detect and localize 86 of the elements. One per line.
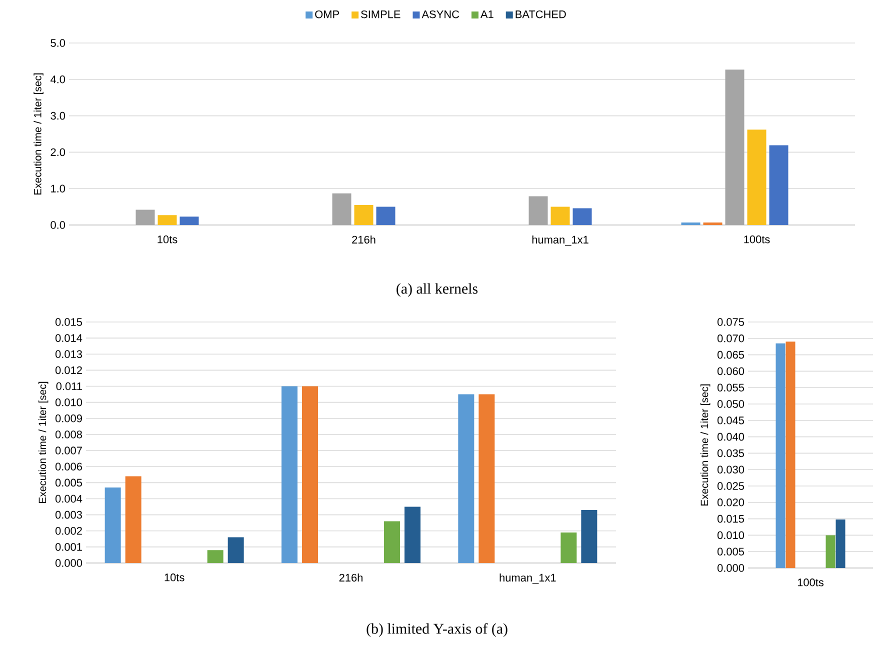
bar xyxy=(528,196,548,225)
y-tick-label: 0.070 xyxy=(717,334,744,342)
bar xyxy=(136,210,155,225)
bar xyxy=(703,222,722,225)
bar xyxy=(581,510,598,563)
y-tick-label: 0.050 xyxy=(717,400,744,408)
x-tick-label: 100ts xyxy=(744,236,770,244)
y-tick-label: 0.000 xyxy=(55,559,82,567)
y-tick-label: 0.004 xyxy=(55,494,82,503)
bar xyxy=(302,386,318,563)
legend-label: OMP xyxy=(315,10,339,18)
y-tick-label: 0.030 xyxy=(717,466,744,474)
y-axis-title: Execution time / 1iter [sec] xyxy=(38,382,48,503)
bar xyxy=(228,537,244,563)
y-tick-label: 0.040 xyxy=(717,432,744,441)
y-tick-label: 0.009 xyxy=(55,414,82,422)
y-tick-label: 0.005 xyxy=(55,478,82,487)
y-tick-label: 0.005 xyxy=(717,548,744,556)
legend-label: BATCHED xyxy=(516,10,566,18)
bar xyxy=(550,206,570,225)
bar xyxy=(776,343,786,568)
x-tick-label: 10ts xyxy=(164,574,184,582)
y-tick-label: 0.010 xyxy=(55,398,82,406)
legend-label: A1 xyxy=(480,10,494,18)
bar xyxy=(747,130,766,225)
y-tick-label: 0.008 xyxy=(55,430,82,438)
y-tick-label: 4.0 xyxy=(50,76,66,84)
x-tick-label: 10ts xyxy=(158,236,178,244)
y-tick-label: 0.000 xyxy=(717,564,744,572)
x-tick-label: 100ts xyxy=(798,578,824,586)
x-tick-label: 216h xyxy=(339,574,362,582)
x-tick-label: human_1x1 xyxy=(500,574,556,584)
y-tick-label: 0.060 xyxy=(717,367,744,376)
bar xyxy=(826,535,836,568)
bar xyxy=(786,342,796,568)
bar xyxy=(376,206,396,225)
y-tick-label: 0.015 xyxy=(717,514,744,523)
y-tick-label: 2.0 xyxy=(50,148,66,156)
y-tick-label: 0.020 xyxy=(717,498,744,506)
bar xyxy=(681,222,700,225)
text: (b) limited Y-axis of (a) xyxy=(366,623,508,637)
bar xyxy=(104,487,121,563)
bar xyxy=(282,386,298,563)
bar xyxy=(725,70,744,225)
bar xyxy=(478,394,495,563)
y-tick-label: 0.0 xyxy=(50,221,66,229)
text: (a) all kernels xyxy=(396,283,478,297)
bar xyxy=(125,476,142,563)
y-tick-label: 0.055 xyxy=(717,384,744,392)
y-tick-label: 0.015 xyxy=(55,318,82,326)
bar xyxy=(769,145,788,225)
y-tick-label: 0.001 xyxy=(55,543,82,551)
y-tick-label: 0.045 xyxy=(717,416,744,424)
bar xyxy=(207,550,224,563)
y-tick-label: 1.0 xyxy=(51,184,66,192)
bar xyxy=(354,204,374,225)
y-tick-label: 0.006 xyxy=(55,462,82,470)
y-tick-label: 0.014 xyxy=(55,334,82,342)
legend-label: SIMPLE xyxy=(361,10,400,18)
x-tick-label: human_1x1 xyxy=(532,236,588,246)
x-tick-label: 216h xyxy=(352,236,376,244)
bar xyxy=(384,521,400,563)
bar xyxy=(458,394,474,563)
bar xyxy=(836,519,846,568)
y-tick-label: 0.002 xyxy=(55,527,82,535)
bar xyxy=(560,532,577,563)
y-tick-label: 0.035 xyxy=(717,449,744,458)
bar xyxy=(158,215,177,225)
y-tick-label: 0.025 xyxy=(717,482,744,490)
y-tick-label: 0.007 xyxy=(55,446,82,454)
y-axis-title: Execution time / 1iter [sec] xyxy=(34,73,44,194)
bar xyxy=(180,216,199,225)
y-tick-label: 0.011 xyxy=(56,382,82,390)
y-tick-label: 0.003 xyxy=(55,510,82,519)
y-tick-label: 0.012 xyxy=(55,366,82,374)
y-axis-title: Execution time / 1iter [sec] xyxy=(700,384,710,506)
y-tick-label: 0.013 xyxy=(55,350,82,358)
y-tick-label: 5.0 xyxy=(50,39,66,47)
y-tick-label: 0.075 xyxy=(717,318,744,326)
y-tick-label: 0.065 xyxy=(717,350,744,359)
y-tick-label: 0.010 xyxy=(717,531,744,540)
bar xyxy=(404,506,421,563)
bar xyxy=(332,193,352,225)
y-tick-label: 3.0 xyxy=(50,112,66,120)
bar xyxy=(572,208,592,225)
legend-label: ASYNC xyxy=(422,10,460,18)
